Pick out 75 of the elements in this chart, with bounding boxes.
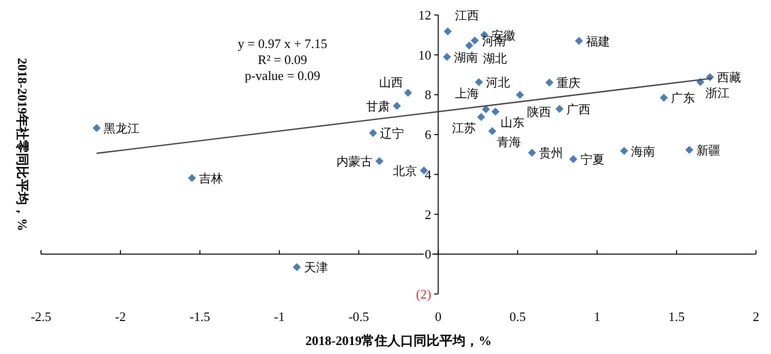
- point: [685, 146, 694, 154]
- data-label: 山东: [500, 116, 524, 130]
- data-label: 浙江: [705, 86, 730, 100]
- data-label: 湖北: [483, 51, 508, 66]
- point: [477, 113, 486, 122]
- point: [392, 102, 401, 110]
- data-label: 广东: [670, 91, 695, 106]
- point: [442, 52, 451, 61]
- x-tick-label: 1.5: [668, 309, 685, 324]
- point: [482, 105, 490, 114]
- point: [369, 128, 378, 137]
- point: [555, 104, 564, 113]
- point: [465, 41, 474, 50]
- data-label: 青海: [497, 135, 522, 150]
- x-tick-label: 1: [594, 309, 600, 324]
- point: [516, 90, 524, 99]
- x-axis-title: 2018-2019常住人口同比平均，%: [305, 333, 492, 348]
- data-label: 新疆: [696, 143, 720, 158]
- data-label: 河北: [486, 76, 510, 90]
- y-tick-label: 12: [418, 8, 432, 22]
- data-label: 甘肃: [366, 99, 390, 114]
- x-tick-label: -1.5: [190, 309, 210, 324]
- data-label: 陕西: [526, 104, 551, 119]
- data-label: 上海: [454, 86, 479, 100]
- x-tick-label: -0.5: [348, 309, 370, 324]
- data-label: 辽宁: [380, 126, 404, 140]
- point: [404, 88, 412, 97]
- data-label: 江苏: [452, 121, 476, 136]
- annotation: y = 0.97 x + 7.15: [238, 36, 328, 51]
- x-tick-label: 0.5: [510, 309, 526, 324]
- point: [569, 155, 578, 164]
- point: [92, 124, 101, 132]
- point: [292, 263, 301, 272]
- data-label: 西藏: [716, 70, 741, 85]
- point: [545, 78, 554, 87]
- data-label: 吉林: [198, 172, 223, 186]
- annotation: R² = 0.09: [258, 52, 308, 67]
- data-label: 海南: [631, 144, 656, 158]
- data-label: 天津: [304, 260, 328, 275]
- data-label: 山西: [379, 76, 404, 90]
- point: [474, 78, 483, 86]
- data-label: 广西: [566, 102, 590, 116]
- y-tick-label: 6: [424, 127, 432, 142]
- point: [470, 36, 479, 45]
- y-tick-label: 8: [424, 87, 432, 102]
- y-tick-label: 10: [418, 47, 432, 62]
- data-label: 福建: [586, 34, 610, 48]
- data-label: 宁夏: [580, 152, 604, 167]
- point: [375, 157, 384, 166]
- data-label: 内蒙古: [336, 154, 372, 169]
- point: [620, 146, 628, 155]
- data-label: 黑龙江: [104, 121, 140, 136]
- y-tick-label: 4: [424, 166, 432, 182]
- data-label: 重庆: [556, 76, 580, 90]
- x-tick-label: -1: [274, 309, 285, 324]
- point: [575, 36, 583, 45]
- y-tick-label: 2: [424, 206, 432, 222]
- y-tick-label: (2): [416, 286, 432, 302]
- annotation: p-value = 0.09: [244, 68, 320, 83]
- point: [444, 27, 452, 36]
- y-tick-label: 0: [424, 246, 432, 262]
- x-tick-label: 0: [434, 309, 442, 324]
- data-label: 贵州: [538, 146, 563, 160]
- point: [528, 148, 536, 157]
- point: [660, 94, 668, 102]
- point: [188, 174, 196, 182]
- x-tick-label: -2.5: [30, 309, 52, 324]
- point: [491, 108, 500, 116]
- point: [488, 127, 496, 136]
- y-axis-title: 2018-2019年社零同比平均，%: [15, 58, 30, 232]
- data-label: 湖南: [454, 50, 478, 64]
- x-tick-label: -2: [115, 309, 126, 324]
- data-label: 北京: [392, 164, 417, 178]
- data-label: 江西: [454, 8, 479, 22]
- x-tick-label: 2: [752, 309, 760, 324]
